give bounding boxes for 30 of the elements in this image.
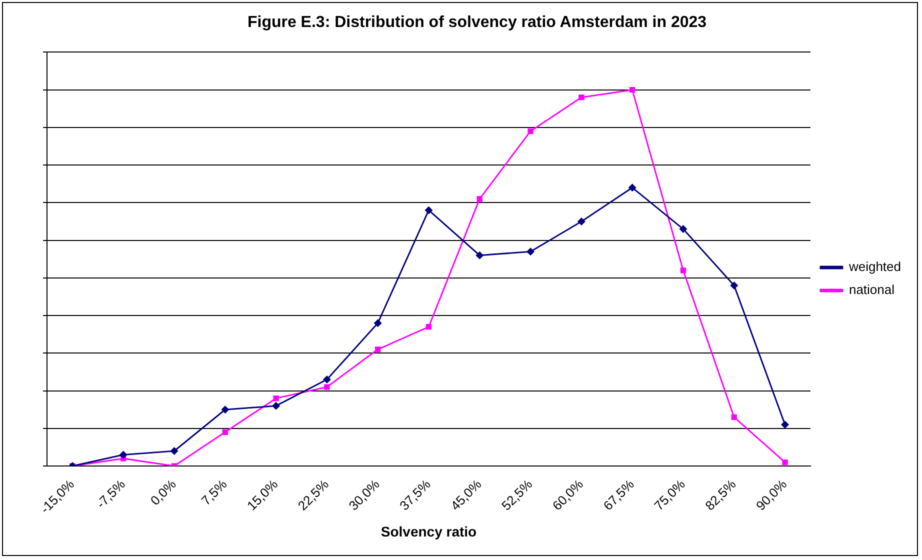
point: [324, 384, 330, 390]
point: [119, 450, 128, 459]
point: [577, 218, 586, 226]
legend-label: weighted: [848, 259, 902, 274]
point: [222, 429, 228, 436]
point: [221, 406, 230, 414]
point: [170, 446, 178, 455]
point: [731, 414, 737, 420]
point: [629, 86, 636, 93]
point: [578, 94, 584, 100]
point: [526, 248, 535, 256]
point: [272, 402, 280, 410]
point: [628, 184, 636, 192]
point: [680, 268, 686, 274]
point: [476, 196, 482, 202]
point: [781, 420, 790, 429]
point: [476, 251, 484, 260]
point: [528, 128, 534, 134]
point: [374, 319, 382, 328]
point: [730, 281, 738, 290]
x-axis-title: Solvency ratio: [380, 523, 477, 540]
chart-title: Figure E.3: Distribution of solvency ratio Amsterdam in 2023: [247, 14, 707, 32]
point: [424, 206, 433, 214]
legend-label: national: [848, 282, 895, 298]
point: [679, 225, 688, 234]
point: [273, 395, 279, 402]
point: [322, 376, 331, 384]
point: [426, 324, 432, 330]
point: [375, 346, 381, 352]
point: [782, 459, 788, 466]
